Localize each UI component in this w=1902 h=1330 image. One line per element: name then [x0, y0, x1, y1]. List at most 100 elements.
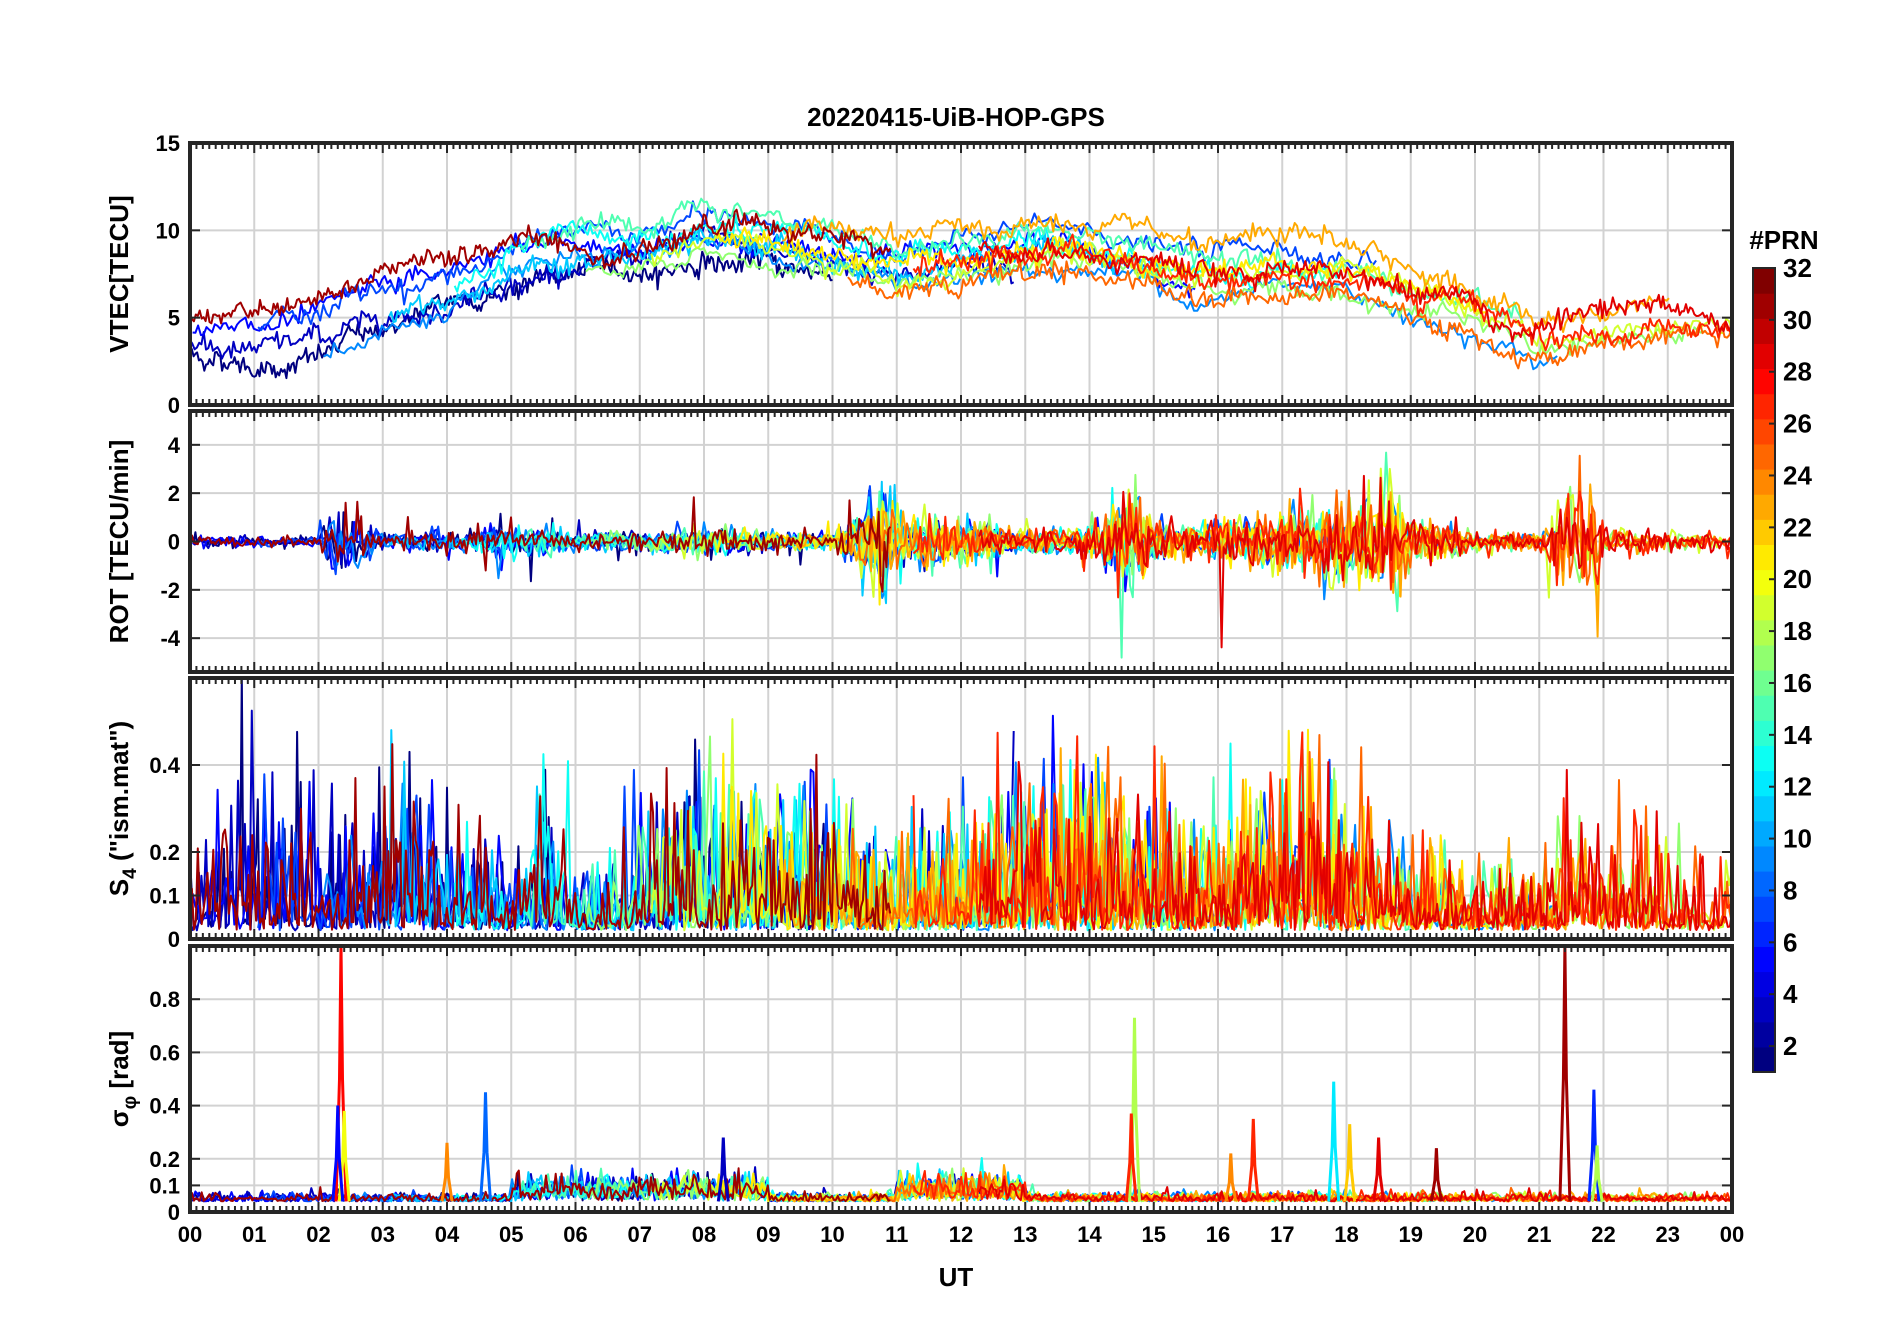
colorbar-segment: [1753, 293, 1775, 319]
trace-prn-29: [978, 237, 1732, 343]
colorbar-segment: [1753, 343, 1775, 370]
colorbar-segment: [1753, 268, 1775, 294]
y-tick-label: 0: [168, 927, 180, 952]
colorbar-segment: [1753, 896, 1775, 922]
y-tick-label: 0.2: [149, 1147, 180, 1172]
x-tick-label: 18: [1334, 1222, 1358, 1247]
x-tick-label: 11: [885, 1222, 908, 1247]
series-traces: [190, 451, 1732, 659]
colorbar-segment: [1753, 318, 1775, 344]
x-tick-label: 13: [1013, 1222, 1037, 1247]
spike-prn-29: [1372, 1137, 1386, 1202]
y-axis-label-s4: S4 ("ism.mat"): [104, 721, 141, 896]
colorbar-segment: [1753, 393, 1775, 420]
x-tick-label: 21: [1527, 1222, 1551, 1247]
y-axis-label-rot: ROT [TECU/min]: [104, 440, 134, 644]
x-tick-label: 05: [499, 1222, 523, 1247]
trace-prn-3: [190, 221, 1015, 360]
y-tick-label: 0.8: [149, 987, 180, 1012]
x-axis-label: UT: [939, 1262, 974, 1292]
y-tick-label: 0: [168, 1200, 180, 1225]
trace-prn-31: [190, 496, 892, 593]
trace-prn-31: [190, 743, 892, 932]
spike-prn-3: [716, 1137, 730, 1202]
colorbar-segment: [1753, 946, 1775, 973]
spike-prn-31: [1558, 946, 1572, 1202]
colorbar-tick-label: 18: [1783, 616, 1812, 646]
spike-prn-24: [440, 1142, 454, 1202]
trace-prn-21: [715, 226, 1489, 315]
colorbar-segment: [1753, 1021, 1775, 1048]
x-tick-label: 00: [178, 1222, 202, 1247]
y-tick-label: 0.4: [149, 1094, 180, 1119]
colorbar-tick-label: 22: [1783, 512, 1812, 542]
x-tick-label: 08: [692, 1222, 716, 1247]
trace-prn-13: [453, 486, 1343, 585]
x-tick-label: 00: [1720, 1222, 1744, 1247]
colorbar-segment: [1753, 845, 1775, 872]
x-tick-label: 12: [949, 1222, 973, 1247]
spike-prn-18: [1590, 1145, 1604, 1202]
colorbar-tick-label: 14: [1783, 720, 1812, 750]
colorbar-segment: [1753, 670, 1775, 696]
y-tick-label: 0: [168, 530, 180, 555]
y-tick-label: 10: [156, 218, 180, 243]
colorbar-segment: [1753, 469, 1775, 495]
panel-sigma-phi: 00.10.2 0.4 0.6 0.8 σφ [rad]: [104, 944, 1734, 1225]
colorbar-tick-label: 2: [1783, 1031, 1797, 1061]
x-tick-label: 07: [628, 1222, 652, 1247]
colorbar-segment: [1753, 820, 1775, 847]
y-axis-label-vtec: VTEC[TECU]: [104, 195, 134, 352]
colorbar-segment: [1753, 720, 1775, 746]
colorbar-title: #PRN: [1749, 225, 1818, 255]
series-traces: [190, 946, 1732, 1203]
panel-s4: 0 0.1 0.2 0.4 S4 ("ism.mat"): [104, 676, 1734, 952]
trace-prn-11: [388, 1168, 1161, 1203]
colorbar-segment: [1753, 494, 1775, 520]
colorbar-segment: [1753, 996, 1775, 1023]
trace-prn-23: [782, 212, 1670, 333]
spike-prn-12: [1327, 1081, 1341, 1202]
colorbar-tick-label: 4: [1783, 979, 1798, 1009]
colorbar-tick-label: 28: [1783, 357, 1812, 387]
panel-rot: -4 -2 0 2 4 ROT [TECU/min]: [104, 409, 1734, 674]
colorbar-tick-label: 12: [1783, 772, 1812, 802]
colorbar-segment: [1753, 871, 1775, 897]
trace-prn-29: [978, 474, 1732, 649]
x-tick-label: 06: [563, 1222, 587, 1247]
x-tick-label: 22: [1591, 1222, 1615, 1247]
trace-prn-29: [978, 760, 1732, 932]
colorbar-segment: [1753, 770, 1775, 797]
series-traces: [190, 678, 1732, 932]
colorbar-segment: [1753, 368, 1775, 395]
spike-prn-8: [479, 1092, 492, 1202]
x-tick-label: 23: [1656, 1222, 1680, 1247]
spike-prn-31: [1429, 1148, 1443, 1202]
colorbar-tick-label: 10: [1783, 824, 1812, 854]
x-tick-label: 10: [820, 1222, 844, 1247]
y-tick-label: 0.2: [149, 840, 180, 865]
spike-prn-24: [1224, 1153, 1238, 1202]
x-tick-label: 15: [1142, 1222, 1166, 1247]
colorbar-tick-label: 16: [1783, 668, 1812, 698]
colorbar-frame: [1752, 267, 1776, 1073]
x-tick-label: 09: [756, 1222, 780, 1247]
y-tick-label: 5: [168, 306, 180, 331]
figure-title: 20220415-UiB-HOP-GPS: [807, 102, 1105, 132]
y-tick-label: -2: [160, 578, 180, 603]
trace-prn-31: [190, 1167, 891, 1203]
y-tick-label: 0.4: [149, 753, 180, 778]
y-tick-label: -4: [160, 626, 180, 651]
y-tick-label: 0.1: [149, 1173, 180, 1198]
colorbar-segment: [1753, 1046, 1775, 1073]
colorbar-tick-label: 32: [1783, 253, 1812, 283]
colorbar-segment: [1753, 971, 1775, 998]
y-tick-label: 0.6: [149, 1040, 180, 1065]
colorbar-tick-label: 6: [1783, 927, 1797, 957]
x-tick-label: 16: [1206, 1222, 1230, 1247]
colorbar-segment: [1753, 443, 1775, 470]
colorbar-segment: [1753, 619, 1775, 646]
colorbar-segment: [1753, 795, 1775, 822]
